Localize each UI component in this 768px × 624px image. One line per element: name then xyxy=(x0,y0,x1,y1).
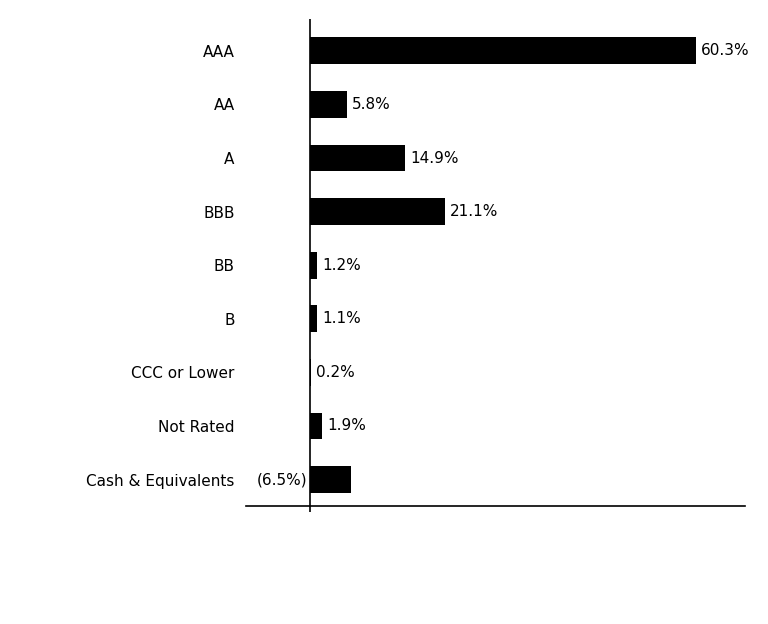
Bar xyxy=(310,359,311,386)
Bar xyxy=(310,305,316,332)
Bar xyxy=(310,91,347,118)
Text: 1.9%: 1.9% xyxy=(327,419,366,434)
Bar xyxy=(310,466,352,493)
Bar xyxy=(310,145,406,172)
Bar xyxy=(310,252,317,278)
Text: 1.2%: 1.2% xyxy=(323,258,361,273)
Text: 1.1%: 1.1% xyxy=(322,311,361,326)
Bar xyxy=(310,198,445,225)
Text: 0.2%: 0.2% xyxy=(316,365,355,380)
Text: 21.1%: 21.1% xyxy=(450,204,498,219)
Text: (6.5%): (6.5%) xyxy=(257,472,307,487)
Bar xyxy=(310,412,322,439)
Text: 60.3%: 60.3% xyxy=(700,44,750,59)
Text: 5.8%: 5.8% xyxy=(352,97,391,112)
Bar xyxy=(310,37,696,64)
Text: 14.9%: 14.9% xyxy=(410,150,458,165)
